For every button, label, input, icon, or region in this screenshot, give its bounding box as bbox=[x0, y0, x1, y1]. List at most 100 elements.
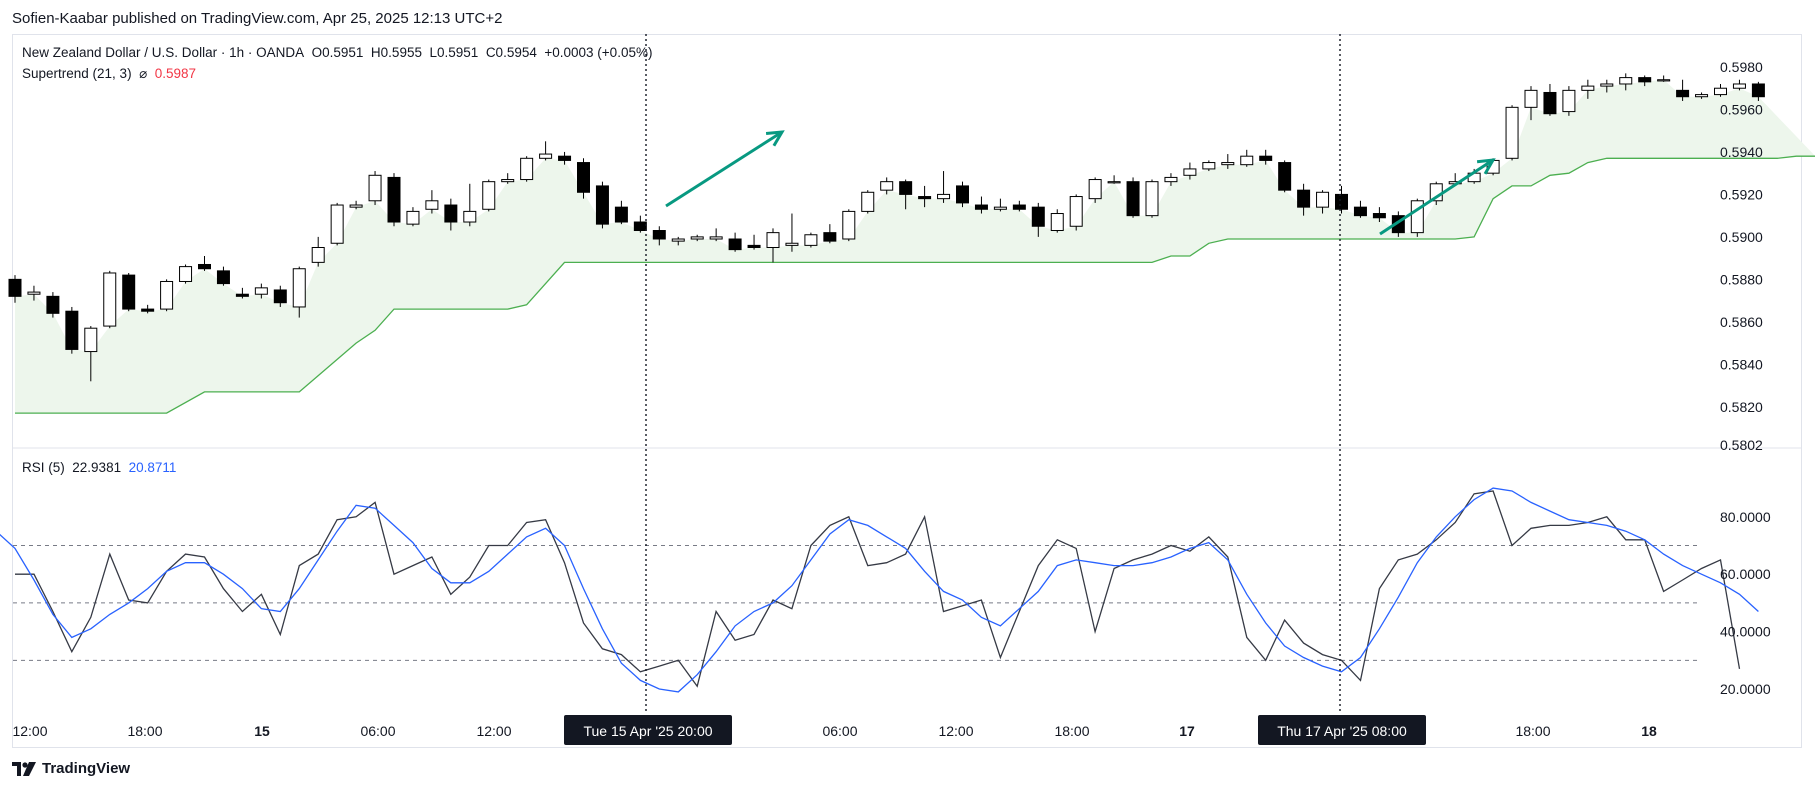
supertrend-label: Supertrend (21, 3) bbox=[22, 66, 132, 81]
candle bbox=[747, 234, 761, 250]
candle bbox=[1524, 86, 1538, 121]
candle-body-up bbox=[160, 280, 174, 310]
candle bbox=[766, 228, 780, 263]
candle-body-up bbox=[1524, 89, 1538, 108]
candle bbox=[179, 264, 193, 284]
candle bbox=[880, 177, 894, 195]
tradingview-logo[interactable]: TradingView bbox=[12, 760, 130, 777]
candle-body-up bbox=[1695, 94, 1709, 98]
candle-body-up bbox=[766, 232, 780, 249]
candle bbox=[1164, 173, 1178, 186]
candle bbox=[577, 158, 590, 199]
rsi-tick-label: 60.0000 bbox=[1720, 566, 1771, 582]
crosshairs: Tue 15 Apr '25 20:00 Thu 17 Apr '25 08:00 bbox=[564, 34, 1426, 745]
candle-body-down bbox=[1353, 206, 1367, 217]
candle-body-down bbox=[46, 295, 60, 314]
crosshair-time-label: Tue 15 Apr '25 20:00 bbox=[583, 723, 712, 739]
trend-arrow bbox=[1379, 158, 1496, 236]
candle bbox=[1543, 83, 1557, 116]
candle-body-down bbox=[1297, 189, 1311, 208]
candle-body-down bbox=[141, 308, 155, 312]
candle bbox=[558, 151, 572, 165]
candle bbox=[842, 209, 856, 242]
candle-body-up bbox=[311, 247, 325, 263]
ohlc-low: L0.5951 bbox=[429, 45, 479, 60]
candle bbox=[823, 224, 837, 244]
candle bbox=[501, 173, 515, 184]
candle-body-up bbox=[709, 236, 723, 240]
candle-body-down bbox=[974, 204, 988, 210]
time-tick-label: 06:00 bbox=[822, 723, 857, 739]
price-tick-label: 0.5920 bbox=[1720, 186, 1763, 202]
candle-body-down bbox=[1278, 162, 1292, 191]
supertrend-area bbox=[15, 79, 1815, 414]
candle bbox=[254, 283, 268, 299]
candle bbox=[160, 279, 174, 312]
candle-body-down bbox=[273, 289, 287, 304]
supertrend-fill bbox=[15, 79, 1815, 414]
candle bbox=[1221, 154, 1235, 169]
candle-body-down bbox=[1012, 204, 1026, 210]
candle bbox=[1278, 160, 1292, 193]
candle-body-down bbox=[8, 278, 22, 297]
candle bbox=[122, 272, 136, 312]
candle-body-down bbox=[1259, 155, 1273, 161]
candle bbox=[1335, 185, 1348, 214]
candle bbox=[482, 179, 496, 212]
price-tick-label: 0.5980 bbox=[1720, 59, 1763, 75]
candle-body-up bbox=[993, 206, 1007, 210]
candle bbox=[8, 275, 22, 303]
candle bbox=[1600, 79, 1614, 93]
candle-body-up bbox=[254, 287, 268, 295]
rsi-ma-line bbox=[0, 487, 1759, 693]
tradingview-brand: TradingView bbox=[42, 760, 131, 777]
candle-body-up bbox=[1145, 181, 1159, 217]
candle bbox=[349, 200, 363, 210]
instrument-title: New Zealand Dollar / U.S. Dollar · 1h · … bbox=[22, 45, 305, 60]
candle bbox=[671, 236, 685, 246]
candle-body-down bbox=[1031, 206, 1045, 227]
candle bbox=[1353, 200, 1367, 218]
crosshair-time-label: Thu 17 Apr '25 08:00 bbox=[1277, 723, 1407, 739]
candle-body-down bbox=[1638, 77, 1652, 83]
time-tick-label: 15 bbox=[254, 723, 270, 739]
rsi-value: 22.9381 bbox=[72, 460, 122, 475]
candle-body-down bbox=[823, 232, 837, 242]
candle-body-up bbox=[1164, 176, 1178, 183]
time-tick-label: 12:00 bbox=[12, 723, 47, 739]
candle-body-down bbox=[747, 244, 761, 248]
candle-body-down bbox=[633, 221, 647, 232]
candle-body-up bbox=[539, 153, 553, 159]
candle-body-up bbox=[1562, 89, 1576, 113]
candle-body-up bbox=[937, 193, 951, 200]
candle-body-up bbox=[1657, 79, 1671, 82]
candle bbox=[1562, 86, 1576, 116]
time-tick-label: 17 bbox=[1179, 723, 1195, 739]
trend-arrow-head bbox=[765, 130, 785, 147]
candle bbox=[1751, 81, 1765, 101]
crosshair-time-tag bbox=[564, 715, 732, 745]
price-change: +0.0003 (+0.05%) bbox=[544, 45, 653, 60]
rsi-levels bbox=[13, 545, 1700, 661]
candle bbox=[463, 183, 477, 227]
candle-body-up bbox=[1088, 179, 1102, 200]
candle bbox=[65, 306, 79, 354]
supertrend-symbol: ⌀ bbox=[139, 66, 148, 81]
ohlc-open: O0.5951 bbox=[311, 45, 364, 60]
candle-body-up bbox=[368, 174, 382, 202]
trend-arrow-shaft bbox=[1379, 158, 1494, 236]
candle bbox=[937, 171, 951, 203]
trend-arrow bbox=[665, 130, 785, 208]
candle bbox=[614, 200, 628, 225]
candle bbox=[27, 285, 41, 301]
candle bbox=[235, 287, 249, 299]
candle bbox=[273, 285, 287, 307]
annotations bbox=[665, 130, 1496, 236]
candle-body-down bbox=[198, 263, 211, 270]
candle-body-down bbox=[65, 310, 79, 350]
candle-body-down bbox=[1335, 193, 1348, 210]
candle bbox=[1505, 105, 1519, 161]
candle-body-up bbox=[406, 210, 420, 225]
rsi-legend: RSI (5) 22.9381 20.8711 bbox=[22, 460, 176, 475]
